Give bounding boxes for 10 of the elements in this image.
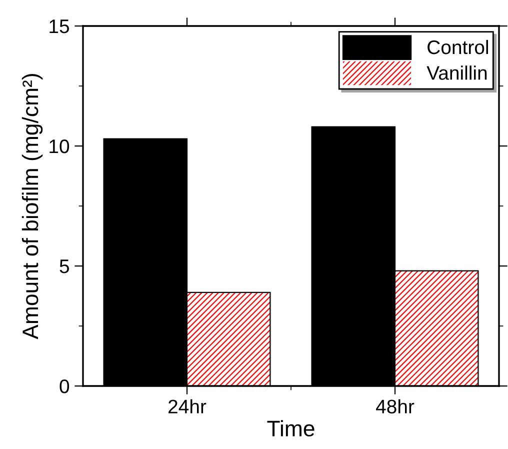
legend-label: Control	[428, 40, 488, 54]
legend-label: Vanillin	[426, 66, 487, 80]
y-tick-label: 15	[50, 20, 69, 34]
y-tick-label: 10	[50, 139, 70, 154]
y-axis-title: Amount of biofilm (mg/cm²)	[22, 74, 43, 340]
x-tick-label: 24hr	[168, 399, 206, 414]
x-tick-label: 48hr	[376, 399, 414, 414]
x-axis-title: Time	[267, 420, 314, 436]
y-tick-label: 0	[60, 379, 70, 394]
y-tick-label: 5	[60, 260, 69, 274]
